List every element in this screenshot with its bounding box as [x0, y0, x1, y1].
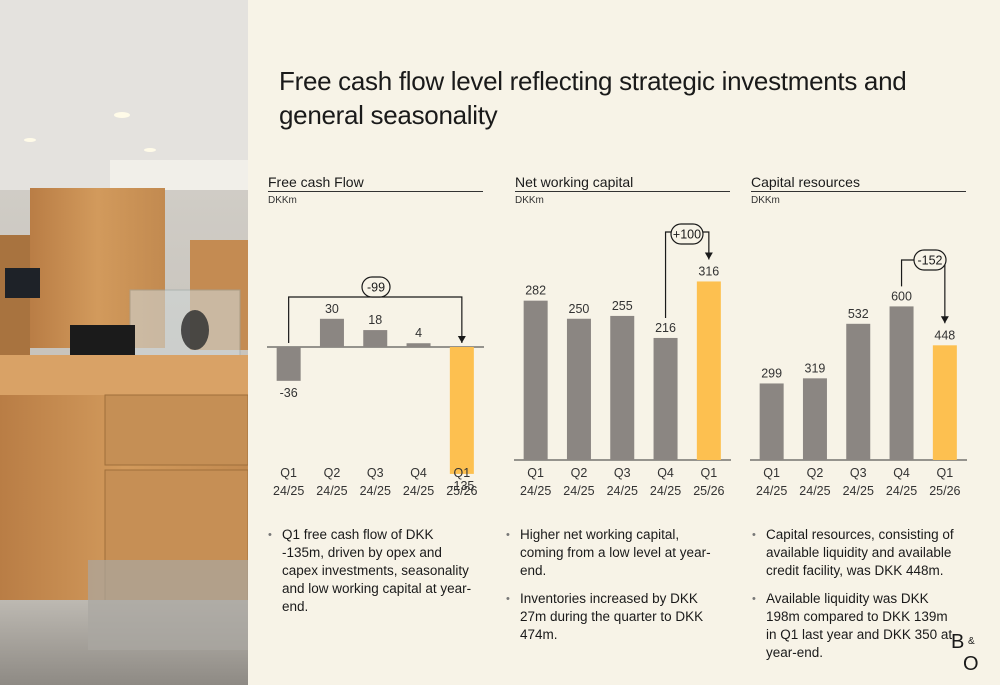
- bar: [363, 330, 388, 347]
- bar: [449, 347, 474, 474]
- annotation-label: +100: [673, 228, 701, 242]
- data-label: 299: [761, 366, 782, 380]
- bar: [610, 315, 635, 460]
- category-label: Q1: [280, 466, 297, 480]
- bar: [759, 383, 784, 460]
- chart-unit-free-cash-flow: DKKm: [268, 195, 297, 206]
- svg-text:&: &: [968, 636, 975, 647]
- bullet-item: Q1 free cash flow of DKK -135m, driven b…: [268, 526, 478, 616]
- bullets-net-working-capital: Higher net working capital, coming from …: [506, 526, 721, 654]
- category-label: 24/25: [886, 484, 917, 498]
- category-label: 24/25: [273, 484, 304, 498]
- bar: [406, 343, 431, 347]
- bar: [276, 347, 301, 381]
- category-label: Q4: [657, 466, 674, 480]
- annotation-arrowhead: [940, 316, 949, 324]
- category-label: 24/25: [843, 484, 874, 498]
- svg-text:B: B: [951, 631, 964, 653]
- bar: [802, 378, 827, 460]
- category-label: Q2: [807, 466, 824, 480]
- data-label: 282: [525, 284, 546, 298]
- annotation-label-box: [361, 276, 391, 298]
- bar: [696, 281, 721, 460]
- bullets-free-cash-flow: Q1 free cash flow of DKK -135m, driven b…: [268, 526, 478, 626]
- category-label: Q1: [763, 466, 780, 480]
- data-label: 18: [368, 313, 382, 327]
- bullet-item: Capital resources, consisting of availab…: [752, 526, 957, 580]
- category-label: Q4: [893, 466, 910, 480]
- data-label: 316: [698, 264, 719, 278]
- bullet-item: Higher net working capital, coming from …: [506, 526, 721, 580]
- data-label: 319: [805, 361, 826, 375]
- bar: [932, 345, 957, 460]
- category-label: Q1: [701, 466, 718, 480]
- annotation-label: -99: [367, 281, 385, 295]
- category-label: Q1: [527, 466, 544, 480]
- chart-unit-net-working-capital: DKKm: [515, 195, 544, 206]
- category-label: 25/26: [693, 484, 724, 498]
- category-label: 25/26: [929, 484, 960, 498]
- bar: [889, 306, 914, 460]
- bar: [846, 323, 871, 460]
- data-label: 448: [934, 328, 955, 342]
- data-label: 255: [612, 299, 633, 313]
- data-label: 4: [415, 326, 422, 340]
- annotation-arrowhead: [704, 252, 713, 260]
- category-label: 24/25: [360, 484, 391, 498]
- chart-unit-capital-resources: DKKm: [751, 195, 780, 206]
- svg-text:O: O: [963, 653, 979, 674]
- category-label: Q1: [937, 466, 954, 480]
- category-label: Q3: [614, 466, 631, 480]
- annotation-arrowhead: [457, 336, 466, 343]
- bar: [319, 318, 344, 347]
- category-label: Q2: [324, 466, 341, 480]
- category-label: 24/25: [650, 484, 681, 498]
- data-label: 532: [848, 307, 869, 321]
- category-label: 24/25: [520, 484, 551, 498]
- data-label: 600: [891, 289, 912, 303]
- bar: [566, 318, 591, 460]
- category-label: Q3: [850, 466, 867, 480]
- data-label: -36: [280, 386, 298, 400]
- category-label: Q1: [454, 466, 471, 480]
- category-label: 24/25: [607, 484, 638, 498]
- category-label: Q3: [367, 466, 384, 480]
- store-photo: [0, 0, 248, 685]
- bullets-capital-resources: Capital resources, consisting of availab…: [752, 526, 957, 672]
- chart-title-capital-resources: Capital resources: [751, 174, 966, 192]
- category-label: Q4: [410, 466, 427, 480]
- category-label: Q2: [571, 466, 588, 480]
- bar: [523, 300, 548, 460]
- bullet-item: Inventories increased by DKK 27m during …: [506, 590, 721, 644]
- annotation-label-box: [913, 249, 947, 271]
- data-label: 250: [569, 302, 590, 316]
- data-label: 30: [325, 302, 339, 316]
- bang-olufsen-logo: B & O: [951, 631, 979, 674]
- chart-title-free-cash-flow: Free cash Flow: [268, 174, 483, 192]
- category-label: 24/25: [799, 484, 830, 498]
- annotation-label-box: [670, 223, 704, 245]
- category-label: 24/25: [403, 484, 434, 498]
- bar: [653, 337, 678, 460]
- slide-title: Free cash flow level reflecting strategi…: [279, 66, 907, 130]
- category-label: 24/25: [563, 484, 594, 498]
- data-label: -135: [449, 479, 474, 493]
- annotation-label: -152: [917, 254, 942, 268]
- category-label: 25/26: [446, 484, 477, 498]
- bullet-item: Available liquidity was DKK 198m compare…: [752, 590, 957, 662]
- category-label: 24/25: [316, 484, 347, 498]
- data-label: 216: [655, 321, 676, 335]
- category-label: 24/25: [756, 484, 787, 498]
- chart-title-net-working-capital: Net working capital: [515, 174, 730, 192]
